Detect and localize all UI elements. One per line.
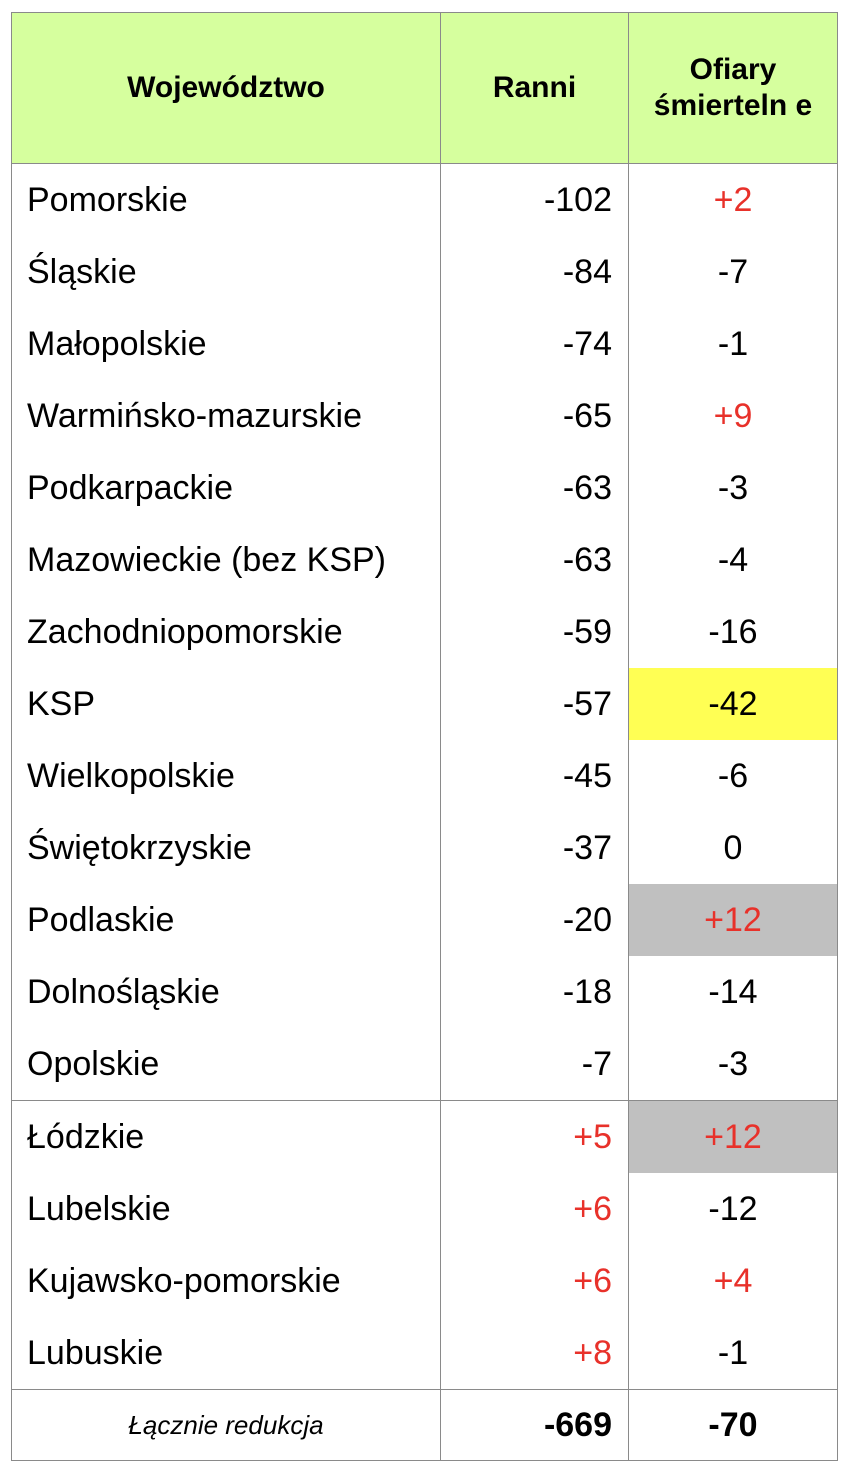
cell-ranni: -20	[441, 884, 629, 956]
cell-ranni: +5	[441, 1101, 629, 1173]
table-row: Łódzkie +5 +12	[12, 1100, 837, 1173]
cell-ranni: -63	[441, 524, 629, 596]
cell-ofiary: +9	[713, 396, 753, 435]
cell-wojewodztwo: Dolnośląskie	[12, 956, 441, 1028]
cell-ranni: +8	[441, 1317, 629, 1389]
cell-ranni: -57	[441, 668, 629, 740]
cell-wojewodztwo: Podlaskie	[12, 884, 441, 956]
cell-ranni: -18	[441, 956, 629, 1028]
cell-ranni: -59	[441, 596, 629, 668]
cell-ranni: -65	[441, 380, 629, 452]
table-row: Zachodniopomorskie -59 -16	[12, 596, 837, 668]
table-row: Podlaskie -20 +12	[12, 884, 837, 956]
cell-ofiary: -1	[717, 324, 749, 363]
cell-ofiary-highlighted: +12	[629, 1101, 837, 1173]
cell-ofiary: 0	[723, 828, 743, 867]
header-ofiary-label: Ofiary śmierteln e	[653, 53, 813, 122]
cell-ranni: -63	[441, 452, 629, 524]
total-row: Łącznie redukcja -669 -70	[12, 1389, 837, 1460]
cell-wojewodztwo: Wielkopolskie	[12, 740, 441, 812]
total-ranni: -669	[441, 1390, 629, 1460]
cell-ranni: +6	[441, 1173, 629, 1245]
data-table: Województwo Ranni Ofiary śmierteln e Pom…	[11, 12, 838, 1461]
cell-ofiary: -14	[708, 972, 758, 1011]
cell-ofiary: -7	[717, 252, 749, 291]
cell-ofiary: -16	[708, 612, 758, 651]
cell-ofiary: +4	[713, 1261, 753, 1300]
cell-ranni: +6	[441, 1245, 629, 1317]
header-ranni: Ranni	[441, 13, 629, 163]
cell-wojewodztwo: Podkarpackie	[12, 452, 441, 524]
table-row: Śląskie -84 -7	[12, 236, 837, 308]
cell-wojewodztwo: Pomorskie	[12, 164, 441, 236]
cell-ofiary: -3	[717, 1044, 749, 1083]
header-ofiary: Ofiary śmierteln e	[629, 13, 837, 163]
cell-ranni: -37	[441, 812, 629, 884]
table-row: Małopolskie -74 -1	[12, 308, 837, 380]
cell-ofiary-highlighted: -42	[629, 668, 837, 740]
table-row: Dolnośląskie -18 -14	[12, 956, 837, 1028]
table-row: Mazowieckie (bez KSP) -63 -4	[12, 524, 837, 596]
table-row: Lubelskie +6 -12	[12, 1173, 837, 1245]
table-row: Świętokrzyskie -37 0	[12, 812, 837, 884]
cell-wojewodztwo: Zachodniopomorskie	[12, 596, 441, 668]
table-row: Opolskie -7 -3	[12, 1028, 837, 1100]
cell-ranni: -7	[441, 1028, 629, 1100]
cell-wojewodztwo: Małopolskie	[12, 308, 441, 380]
cell-wojewodztwo: Lubuskie	[12, 1317, 441, 1389]
cell-wojewodztwo: Lubelskie	[12, 1173, 441, 1245]
table-row: Podkarpackie -63 -3	[12, 452, 837, 524]
cell-wojewodztwo: Warmińsko-mazurskie	[12, 380, 441, 452]
cell-ranni: -84	[441, 236, 629, 308]
table-row: Pomorskie -102 +2	[12, 164, 837, 236]
cell-ofiary: -12	[708, 1189, 758, 1228]
table-row: Warmińsko-mazurskie -65 +9	[12, 380, 837, 452]
cell-ranni: -45	[441, 740, 629, 812]
table-row: Wielkopolskie -45 -6	[12, 740, 837, 812]
cell-wojewodztwo: Opolskie	[12, 1028, 441, 1100]
cell-ofiary: -6	[717, 756, 749, 795]
header-wojewodztwo: Województwo	[12, 13, 441, 163]
table-row: KSP -57 -42	[12, 668, 837, 740]
cell-ofiary: +2	[713, 180, 753, 219]
cell-wojewodztwo: Śląskie	[12, 236, 441, 308]
cell-wojewodztwo: Łódzkie	[12, 1101, 441, 1173]
cell-ofiary: -3	[717, 468, 749, 507]
cell-wojewodztwo: Kujawsko-pomorskie	[12, 1245, 441, 1317]
table-row: Kujawsko-pomorskie +6 +4	[12, 1245, 837, 1317]
total-label: Łącznie redukcja	[12, 1390, 441, 1460]
cell-wojewodztwo: KSP	[12, 668, 441, 740]
cell-ofiary: -4	[717, 540, 749, 579]
total-ofiary: -70	[708, 1405, 758, 1444]
table-header: Województwo Ranni Ofiary śmierteln e	[12, 13, 837, 164]
cell-wojewodztwo: Mazowieckie (bez KSP)	[12, 524, 441, 596]
table-row: Lubuskie +8 -1	[12, 1317, 837, 1389]
cell-wojewodztwo: Świętokrzyskie	[12, 812, 441, 884]
cell-ofiary: -1	[717, 1333, 749, 1372]
cell-ranni: -102	[441, 164, 629, 236]
cell-ranni: -74	[441, 308, 629, 380]
cell-ofiary-highlighted: +12	[629, 884, 837, 956]
